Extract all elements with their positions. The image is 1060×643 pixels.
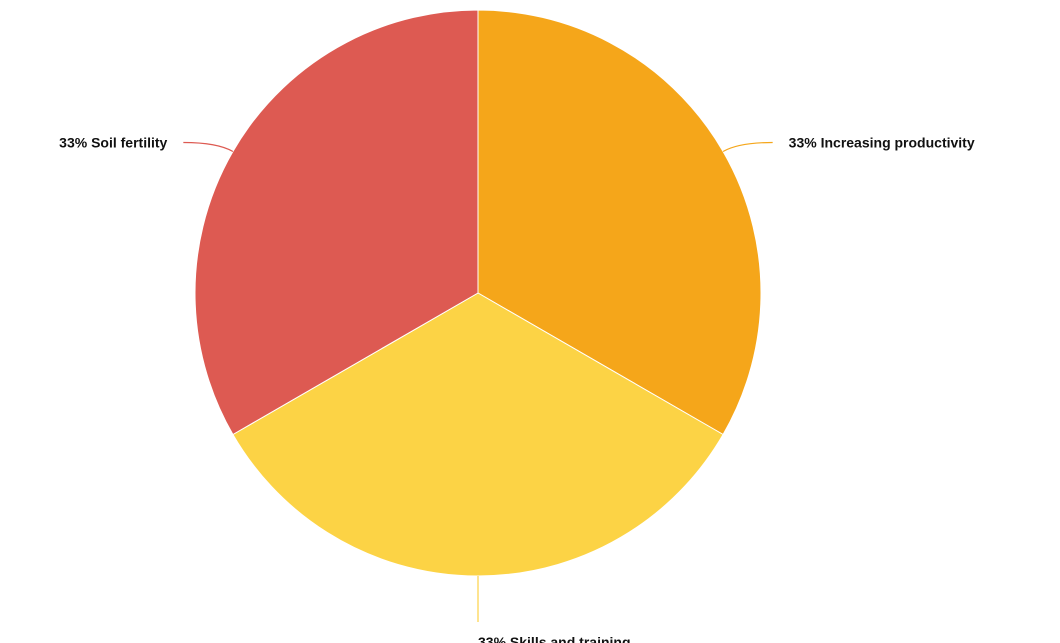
slice-label-skills-and-training: 33% Skills and training xyxy=(478,634,631,643)
pie-slice-soil-fertility xyxy=(194,9,479,436)
slice-percent: 33% xyxy=(478,634,507,643)
pie-slice-increasing-productivity xyxy=(477,9,762,436)
slice-name: Skills and training xyxy=(506,634,630,643)
slice-name: Increasing productivity xyxy=(817,135,975,151)
slice-percent: 33% xyxy=(789,135,818,151)
leader-line-increasing-productivity xyxy=(722,141,773,153)
leader-line-soil-fertility xyxy=(183,141,234,153)
pie-slices xyxy=(194,9,762,577)
leader-lines xyxy=(183,141,773,622)
slice-percent: 33% xyxy=(59,135,88,151)
slice-label-increasing-productivity: 33% Increasing productivity xyxy=(789,135,975,151)
slice-label-soil-fertility: 33% Soil fertility xyxy=(59,135,167,151)
slice-name: Soil fertility xyxy=(87,135,167,151)
pie-slice-skills-and-training xyxy=(232,292,724,577)
